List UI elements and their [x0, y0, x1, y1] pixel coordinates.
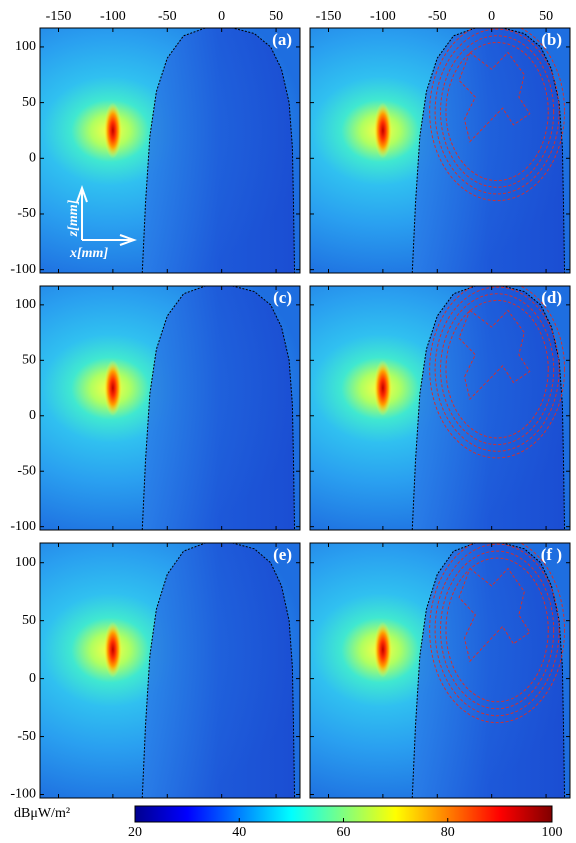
y-tick-label: -50: [17, 206, 36, 221]
hotspot: [103, 102, 122, 159]
panel-label: (c): [273, 288, 292, 307]
contour: [434, 286, 560, 452]
contour: [458, 51, 531, 143]
hotspot: [103, 621, 122, 678]
colorbar-label: dBμW/m²: [14, 806, 70, 821]
colorbar-tick-label: 20: [128, 825, 142, 840]
hotspot: [103, 360, 122, 417]
head-fill: [142, 286, 295, 530]
frame: [309, 285, 571, 531]
panel: -150 -100 -50 0 50 (b): [309, 9, 571, 274]
head-outline: [141, 28, 296, 273]
panel: 100 50 0 -50 -100 (c): [10, 285, 301, 534]
colorbar-tick-label: 40: [232, 825, 246, 840]
contour: [434, 543, 560, 717]
frame: [309, 27, 571, 274]
frame: [39, 27, 301, 274]
contour: [445, 299, 549, 439]
frame: [309, 542, 571, 799]
contour: [440, 550, 555, 710]
x-tick-label: 50: [539, 9, 553, 24]
head-outline: [141, 543, 296, 798]
head-outline: [411, 286, 566, 530]
x-tick-label: -150: [46, 9, 72, 24]
x-tick-label: -150: [316, 9, 342, 24]
hotspot: [373, 102, 392, 159]
y-tick-label: 0: [29, 408, 36, 423]
heatmap: [40, 543, 300, 798]
x-tick-label: -50: [158, 9, 177, 24]
panel-label: (f ): [541, 545, 562, 564]
colorbar-tick-label: 60: [337, 825, 351, 840]
heatmap: [310, 28, 570, 273]
head-outline: [411, 543, 566, 798]
panel-label: (e): [273, 545, 292, 564]
contour: [429, 286, 566, 459]
head-outline: [411, 28, 566, 273]
x-axis-label: x[mm]: [69, 246, 108, 261]
y-tick-label: -100: [10, 787, 36, 802]
y-tick-label: 100: [15, 39, 36, 54]
contour: [445, 41, 549, 182]
head-fill: [142, 28, 295, 273]
y-tick-label: -50: [17, 729, 36, 744]
head-fill: [412, 28, 565, 273]
contour: [440, 293, 555, 446]
heatmap: [310, 286, 570, 530]
y-tick-label: -50: [17, 463, 36, 478]
heatmap: [40, 286, 300, 530]
colorbar-tick-label: 80: [441, 825, 455, 840]
panel: 100 50 0 -50 -100 (e): [10, 542, 301, 802]
panel-label: (b): [541, 30, 562, 49]
hotspot: [373, 360, 392, 417]
x-tick-label: 50: [269, 9, 283, 24]
panel: (d): [309, 285, 571, 531]
y-tick-label: 50: [22, 613, 36, 628]
x-tick-label: -100: [100, 9, 126, 24]
head-fill: [412, 286, 565, 530]
y-tick-label: -100: [10, 262, 36, 277]
x-tick-label: -50: [428, 9, 447, 24]
frame: [39, 285, 301, 531]
y-tick-label: 100: [15, 555, 36, 570]
y-tick-label: 100: [15, 297, 36, 312]
head-outline: [141, 286, 296, 530]
panel-label: (a): [272, 30, 292, 49]
head-fill: [142, 543, 295, 798]
y-tick-label: -100: [10, 519, 36, 534]
heatmap: [40, 28, 300, 273]
y-tick-label: 50: [22, 353, 36, 368]
x-tick-label: -100: [370, 9, 396, 24]
hotspot: [373, 621, 392, 678]
panel: (f ): [309, 542, 571, 799]
y-tick-label: 50: [22, 95, 36, 110]
y-tick-label: 0: [29, 671, 36, 686]
y-tick-label: 0: [29, 151, 36, 166]
x-tick-label: 0: [218, 9, 225, 24]
y-axis-label: z[mm]: [66, 199, 81, 237]
contour: [458, 309, 531, 401]
axis-arrow: [82, 234, 137, 246]
contour: [445, 557, 549, 703]
contour: [434, 28, 560, 195]
contour: [429, 28, 566, 202]
heatmap: [310, 543, 570, 798]
contour: [440, 35, 555, 188]
colorbar-tick-label: 100: [542, 825, 563, 840]
panel: -150 -100 -50 0 50 100 50 0 -50 -100 (a) z[mm] x[mm]: [10, 9, 301, 277]
frame: [39, 542, 301, 799]
contour: [458, 567, 531, 663]
x-tick-label: 0: [488, 9, 495, 24]
axis-arrow: [76, 185, 88, 240]
head-fill: [412, 543, 565, 798]
panel-label: (d): [541, 288, 562, 307]
contour: [429, 543, 566, 724]
